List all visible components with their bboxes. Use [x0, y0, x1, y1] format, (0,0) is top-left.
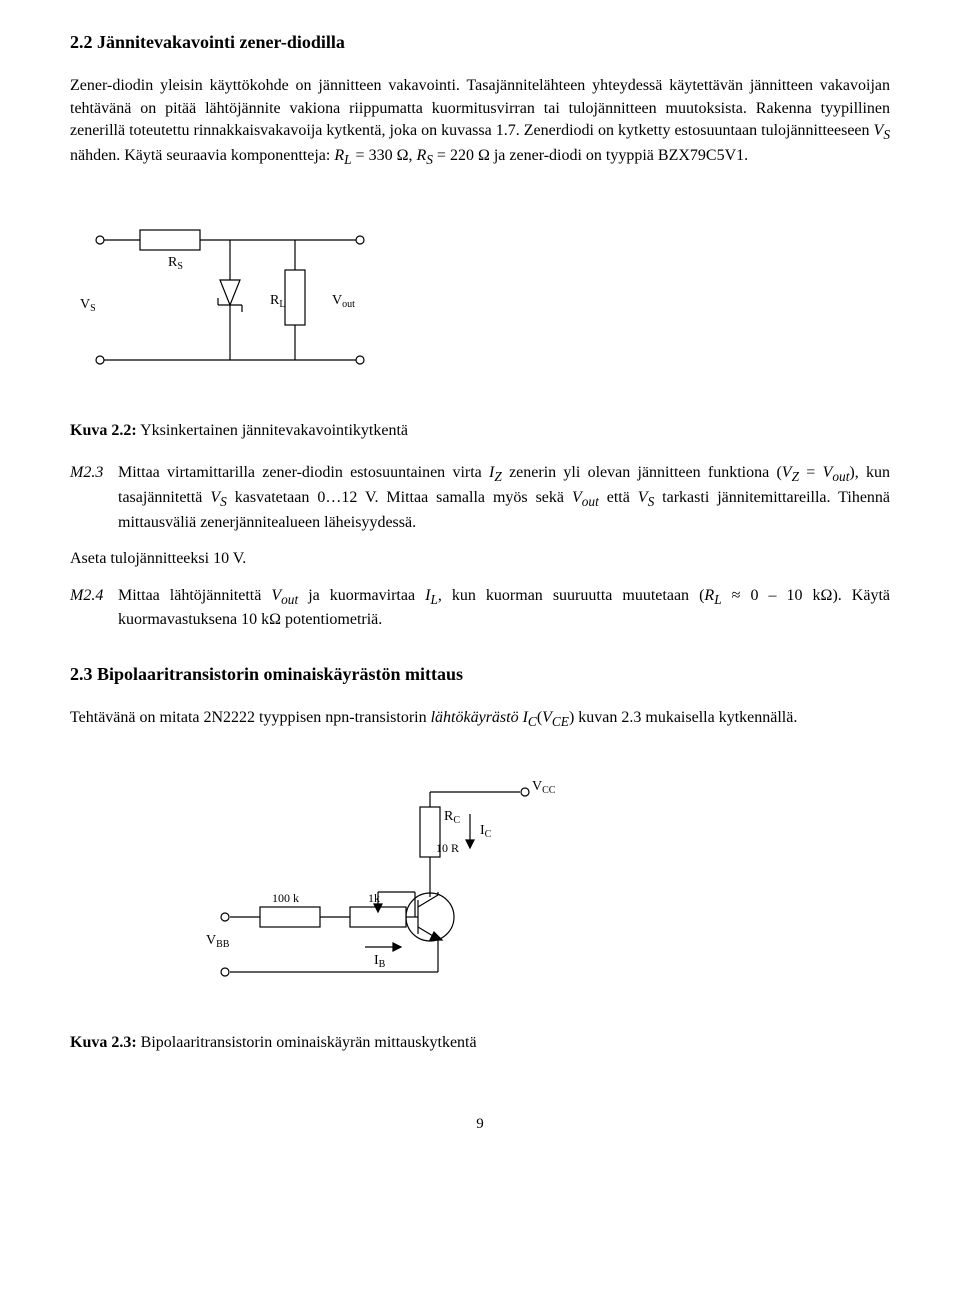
section-2-3-heading: 2.3 Bipolaaritransistorin ominaiskäyräst… — [70, 662, 890, 687]
section-2-2-para: Zener-diodin yleisin käyttökohde on jänn… — [70, 75, 890, 169]
p1-cont: nähden. Käytä seuraavia komponentteja: — [70, 147, 334, 164]
p1-eq2: = 220 Ω ja zener-diodi on tyyppiä BZX79C… — [433, 147, 748, 164]
caption-2-2-text: Yksinkertainen jännitevakavointikytkentä — [137, 422, 408, 439]
p1-rl: RL — [334, 147, 351, 164]
caption-2-3-text: Bipolaaritransistorin ominaiskäyrän mitt… — [137, 1034, 477, 1051]
svg-text:IC: IC — [480, 823, 492, 840]
svg-text:100 k: 100 k — [272, 891, 299, 905]
task-m2-3: M2.3 Mittaa virtamittarilla zener-diodin… — [70, 462, 890, 534]
svg-text:RS: RS — [168, 255, 183, 272]
svg-text:IB: IB — [374, 953, 386, 970]
svg-text:VS: VS — [80, 297, 96, 314]
p1-rs: RS — [416, 147, 432, 164]
task-m2-3-label: M2.3 — [70, 462, 118, 534]
task-m2-4: M2.4 Mittaa lähtöjännitettä Vout ja kuor… — [70, 585, 890, 632]
svg-text:Vout: Vout — [332, 293, 355, 310]
circuit-2-3-svg: RC 10 R IC VCC 100 k 1k VBB IB — [190, 772, 610, 992]
section-2-3-para: Tehtävänä on mitata 2N2222 tyyppisen npn… — [70, 707, 890, 732]
page-number: 9 — [70, 1114, 890, 1135]
svg-text:VCC: VCC — [532, 779, 556, 796]
svg-text:10 R: 10 R — [436, 841, 459, 855]
p1-vs: VS — [874, 122, 890, 139]
task-m2-3-body: Mittaa virtamittarilla zener-diodin esto… — [118, 462, 890, 534]
figure-2-3: RC 10 R IC VCC 100 k 1k VBB IB — [190, 772, 890, 992]
svg-text:RC: RC — [444, 809, 460, 826]
task-m2-4-label: M2.4 — [70, 585, 118, 632]
p1-text: Zener-diodin yleisin käyttökohde on jänn… — [70, 77, 890, 139]
caption-2-2-b: Kuva 2.2: — [70, 422, 137, 439]
svg-text:VBB: VBB — [206, 933, 230, 950]
caption-2-3-b: Kuva 2.3: — [70, 1034, 137, 1051]
section-2-2-heading: 2.2 Jännitevakavointi zener-diodilla — [70, 30, 890, 55]
svg-text:RL: RL — [270, 293, 285, 310]
p1-eq1: = 330 Ω, — [352, 147, 417, 164]
task-m2-4-body: Mittaa lähtöjännitettä Vout ja kuormavir… — [118, 585, 890, 632]
figure-2-3-caption: Kuva 2.3: Bipolaaritransistorin ominaisk… — [70, 1032, 890, 1054]
figure-2-2: RS VS RL Vout — [70, 210, 890, 380]
svg-text:1k: 1k — [368, 891, 380, 905]
circuit-2-2-svg: RS VS RL Vout — [70, 210, 410, 380]
figure-2-2-caption: Kuva 2.2: Yksinkertainen jännitevakavoin… — [70, 420, 890, 442]
set-10v: Aseta tulojännitteeksi 10 V. — [70, 548, 890, 570]
